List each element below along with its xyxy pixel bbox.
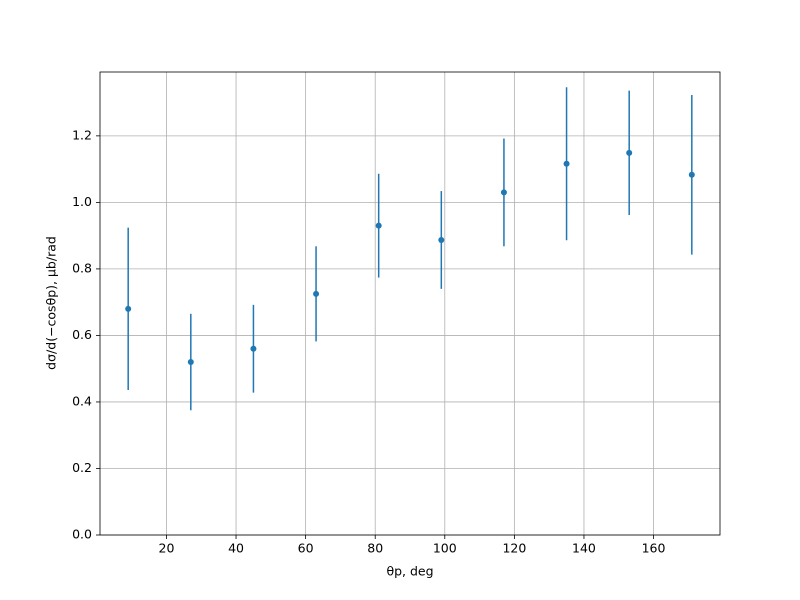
- x-tick-label: 120: [502, 541, 526, 556]
- y-tick-label: 1.0: [72, 194, 92, 209]
- data-point: [250, 345, 257, 352]
- x-tick-label: 60: [298, 541, 314, 556]
- x-tick-label: 100: [433, 541, 457, 556]
- y-axis-label: dσ/d(−cosθp), μb/rad: [44, 236, 59, 370]
- x-axis-label: θp, deg: [386, 564, 433, 579]
- data-point: [187, 359, 194, 366]
- data-point: [375, 222, 382, 229]
- x-tick-label: 80: [367, 541, 383, 556]
- data-point: [688, 171, 695, 178]
- y-tick-label: 0.4: [72, 393, 92, 408]
- data-point: [626, 149, 633, 156]
- y-tick-label: 0.2: [72, 460, 92, 475]
- data-point: [313, 290, 320, 297]
- x-tick-label: 20: [159, 541, 175, 556]
- y-tick-label: 0.6: [72, 327, 92, 342]
- plot-frame: [99, 71, 721, 536]
- y-tick-label: 0.0: [72, 527, 92, 542]
- y-tick-label: 0.8: [72, 260, 92, 275]
- x-tick-label: 140: [572, 541, 596, 556]
- x-tick-label: 160: [642, 541, 666, 556]
- data-point: [563, 160, 570, 167]
- data-point: [125, 305, 132, 312]
- x-tick-label: 40: [228, 541, 244, 556]
- data-point: [438, 236, 445, 243]
- y-tick-label: 1.2: [72, 127, 92, 142]
- data-point: [500, 189, 507, 196]
